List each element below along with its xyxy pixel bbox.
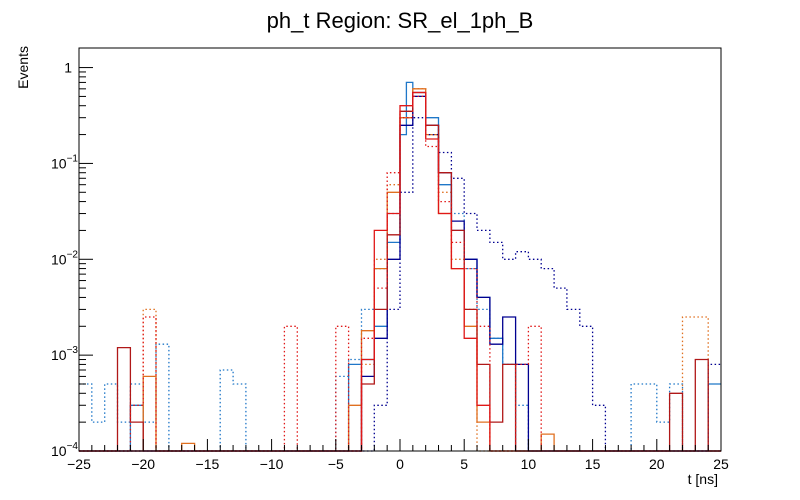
x-tick-label: −5 xyxy=(328,456,344,472)
x-tick-label: 0 xyxy=(396,456,404,472)
chart-title: ph_t Region: SR_el_1ph_B xyxy=(267,8,534,33)
series-9-histogram xyxy=(79,95,721,452)
series-layer xyxy=(79,81,721,452)
x-tick-label: −20 xyxy=(131,456,155,472)
y-tick-label: 1 xyxy=(64,60,72,76)
x-tick-label: 15 xyxy=(585,456,601,472)
x-tick-label: −25 xyxy=(67,456,91,472)
x-tick-label: 25 xyxy=(713,456,729,472)
x-tick-label: −10 xyxy=(260,456,284,472)
y-tick-label: 10−1 xyxy=(51,153,78,171)
y-tick-label: 10−2 xyxy=(51,249,78,267)
axes-layer: −25 −20 −15 −10 −5 0 5 10 15 20 25110−110−210−310−… xyxy=(51,47,729,472)
series-6-histogram xyxy=(79,117,721,452)
x-tick-label: 20 xyxy=(649,456,665,472)
x-tick-label: 10 xyxy=(521,456,537,472)
x-tick-label: −15 xyxy=(196,456,220,472)
x-tick-label: 5 xyxy=(460,456,468,472)
x-axis-label: t [ns] xyxy=(688,471,718,487)
y-axis-label: Events xyxy=(15,46,31,89)
y-tick-label: 10−3 xyxy=(51,345,78,363)
